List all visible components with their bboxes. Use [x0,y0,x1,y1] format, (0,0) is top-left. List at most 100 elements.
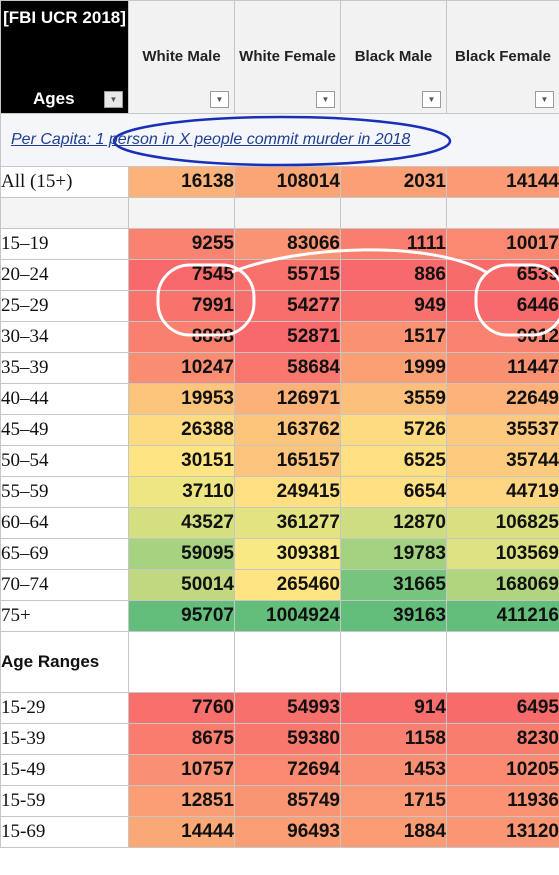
value-cell[interactable]: 12870 [340,507,447,539]
row-label-cell[interactable]: 75+ [0,600,129,632]
value-cell[interactable]: 1517 [340,321,447,353]
row-label-cell[interactable]: 50–54 [0,445,129,477]
value-cell[interactable]: 83066 [234,228,341,260]
value-cell[interactable]: 3559 [340,383,447,415]
value-cell[interactable]: 19783 [340,538,447,570]
dropdown-arrow-icon[interactable]: ▼ [535,91,554,108]
value-cell[interactable]: 95707 [128,600,235,632]
row-label-cell[interactable]: 60–64 [0,507,129,539]
value-cell[interactable]: 43527 [128,507,235,539]
value-cell[interactable]: 1715 [340,785,447,817]
value-cell[interactable]: 1111 [340,228,447,260]
empty-cell[interactable] [128,197,235,229]
value-cell[interactable]: 22649 [446,383,559,415]
row-label-cell[interactable]: 40–44 [0,383,129,415]
row-label-cell[interactable]: 55–59 [0,476,129,508]
row-label-cell[interactable]: 15-59 [0,785,129,817]
value-cell[interactable]: 2031 [340,166,447,198]
value-cell[interactable]: 50014 [128,569,235,601]
value-cell[interactable]: 6495 [446,692,559,724]
value-cell[interactable]: 886 [340,259,447,291]
value-cell[interactable]: 14144 [446,166,559,198]
row-label-cell[interactable]: 35–39 [0,352,129,384]
row-label-cell[interactable]: All (15+) [0,166,129,198]
age-ranges-heading[interactable]: Age Ranges [0,631,129,693]
value-cell[interactable]: 249415 [234,476,341,508]
value-cell[interactable]: 10757 [128,754,235,786]
row-label-cell[interactable]: 15–19 [0,228,129,260]
caption-cell[interactable]: Per Capita: 1 person in X people commit … [0,113,559,167]
dropdown-arrow-icon[interactable]: ▼ [422,91,441,108]
value-cell[interactable]: 163762 [234,414,341,446]
dropdown-arrow-icon[interactable]: ▼ [210,91,229,108]
value-cell[interactable]: 12851 [128,785,235,817]
value-cell[interactable]: 168069 [446,569,559,601]
value-cell[interactable]: 1004924 [234,600,341,632]
empty-cell[interactable] [340,197,447,229]
value-cell[interactable]: 265460 [234,569,341,601]
value-cell[interactable]: 52871 [234,321,341,353]
value-cell[interactable]: 35744 [446,445,559,477]
value-cell[interactable]: 108014 [234,166,341,198]
value-cell[interactable]: 8230 [446,723,559,755]
value-cell[interactable]: 949 [340,290,447,322]
value-cell[interactable]: 9255 [128,228,235,260]
empty-cell[interactable] [446,197,559,229]
value-cell[interactable]: 58684 [234,352,341,384]
value-cell[interactable]: 72694 [234,754,341,786]
value-cell[interactable]: 1158 [340,723,447,755]
value-cell[interactable]: 10247 [128,352,235,384]
value-cell[interactable]: 9012 [446,321,559,353]
value-cell[interactable]: 35537 [446,414,559,446]
row-label-cell[interactable]: 15-49 [0,754,129,786]
value-cell[interactable]: 8675 [128,723,235,755]
value-cell[interactable]: 31665 [340,569,447,601]
value-cell[interactable]: 19953 [128,383,235,415]
value-cell[interactable]: 13120 [446,816,559,848]
value-cell[interactable]: 106825 [446,507,559,539]
row-label-cell[interactable]: 25–29 [0,290,129,322]
column-header-black-female[interactable]: Black Female ▼ [446,0,559,114]
value-cell[interactable]: 165157 [234,445,341,477]
value-cell[interactable]: 6539 [446,259,559,291]
row-label-cell[interactable]: 15-39 [0,723,129,755]
value-cell[interactable]: 103569 [446,538,559,570]
value-cell[interactable]: 5726 [340,414,447,446]
value-cell[interactable]: 54277 [234,290,341,322]
value-cell[interactable]: 10205 [446,754,559,786]
value-cell[interactable]: 85749 [234,785,341,817]
value-cell[interactable]: 55715 [234,259,341,291]
value-cell[interactable]: 30151 [128,445,235,477]
value-cell[interactable]: 7991 [128,290,235,322]
value-cell[interactable]: 309381 [234,538,341,570]
column-header-white-male[interactable]: White Male ▼ [128,0,235,114]
value-cell[interactable]: 59095 [128,538,235,570]
value-cell[interactable]: 10017 [446,228,559,260]
value-cell[interactable]: 914 [340,692,447,724]
empty-cell[interactable] [128,631,235,693]
value-cell[interactable]: 6446 [446,290,559,322]
corner-header-cell[interactable]: [FBI UCR 2018] Ages ▼ [0,0,129,114]
value-cell[interactable]: 16138 [128,166,235,198]
empty-cell[interactable] [234,631,341,693]
empty-cell[interactable] [234,197,341,229]
column-header-black-male[interactable]: Black Male ▼ [340,0,447,114]
empty-cell[interactable] [0,197,129,229]
value-cell[interactable]: 37110 [128,476,235,508]
row-label-cell[interactable]: 20–24 [0,259,129,291]
row-label-cell[interactable]: 30–34 [0,321,129,353]
value-cell[interactable]: 26388 [128,414,235,446]
row-label-cell[interactable]: 65–69 [0,538,129,570]
value-cell[interactable]: 411216 [446,600,559,632]
value-cell[interactable]: 6654 [340,476,447,508]
row-label-cell[interactable]: 45–49 [0,414,129,446]
value-cell[interactable]: 8898 [128,321,235,353]
row-label-cell[interactable]: 70–74 [0,569,129,601]
value-cell[interactable]: 7545 [128,259,235,291]
row-label-cell[interactable]: 15-69 [0,816,129,848]
value-cell[interactable]: 14444 [128,816,235,848]
value-cell[interactable]: 361277 [234,507,341,539]
value-cell[interactable]: 54993 [234,692,341,724]
row-label-cell[interactable]: 15-29 [0,692,129,724]
empty-cell[interactable] [340,631,447,693]
